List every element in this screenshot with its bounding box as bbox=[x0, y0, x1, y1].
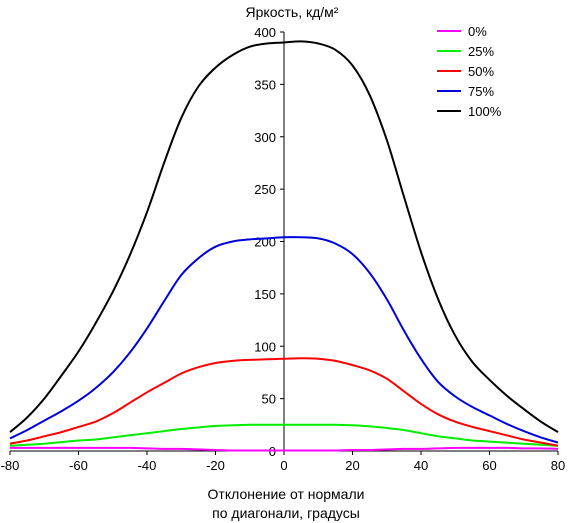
y-tick-label: 100 bbox=[254, 339, 276, 354]
series-line-100pct bbox=[9, 40, 559, 433]
series-lines bbox=[9, 40, 559, 452]
series-line-25pct bbox=[9, 423, 559, 447]
legend: 0% 25% 50% 75% 100% bbox=[437, 24, 502, 119]
x-tick-label: 20 bbox=[345, 458, 359, 473]
x-tick-label: 0 bbox=[280, 458, 287, 473]
y-tick-label: 250 bbox=[254, 182, 276, 197]
x-tick-label: -60 bbox=[69, 458, 88, 473]
x-tick-label: 40 bbox=[414, 458, 428, 473]
x-tick-label: -80 bbox=[1, 458, 20, 473]
x-tick-label: -40 bbox=[138, 458, 157, 473]
y-tick-label: 50 bbox=[262, 392, 276, 407]
series-line-50pct bbox=[9, 357, 559, 447]
x-ticks: -80 -60 -40 -20 0 20 40 60 80 bbox=[1, 451, 565, 473]
x-tick-label: 60 bbox=[482, 458, 496, 473]
legend-label: 0% bbox=[468, 24, 487, 39]
x-tick-label: 80 bbox=[551, 458, 565, 473]
x-tick-label: -20 bbox=[206, 458, 225, 473]
x-axis-title-line1: Отклонение от нормали bbox=[208, 486, 365, 502]
y-tick-label: 300 bbox=[254, 130, 276, 145]
legend-label: 100% bbox=[468, 104, 502, 119]
y-tick-label: 350 bbox=[254, 77, 276, 92]
y-tick-label: 200 bbox=[254, 235, 276, 250]
legend-label: 75% bbox=[468, 84, 494, 99]
series-line-75pct bbox=[9, 236, 559, 444]
y-tick-label: 400 bbox=[254, 25, 276, 40]
legend-label: 50% bbox=[468, 64, 494, 79]
legend-label: 25% bbox=[468, 44, 494, 59]
plot-area: -80 -60 -40 -20 0 20 40 60 80 0 50 100 150 200 250 300… bbox=[1, 25, 566, 473]
series-line-0pct bbox=[9, 446, 559, 452]
y-axis-title: Яркость, кд/м² bbox=[246, 4, 339, 20]
x-axis-title-line2: по диагонали, градусы bbox=[212, 505, 360, 521]
y-tick-label: 150 bbox=[254, 287, 276, 302]
